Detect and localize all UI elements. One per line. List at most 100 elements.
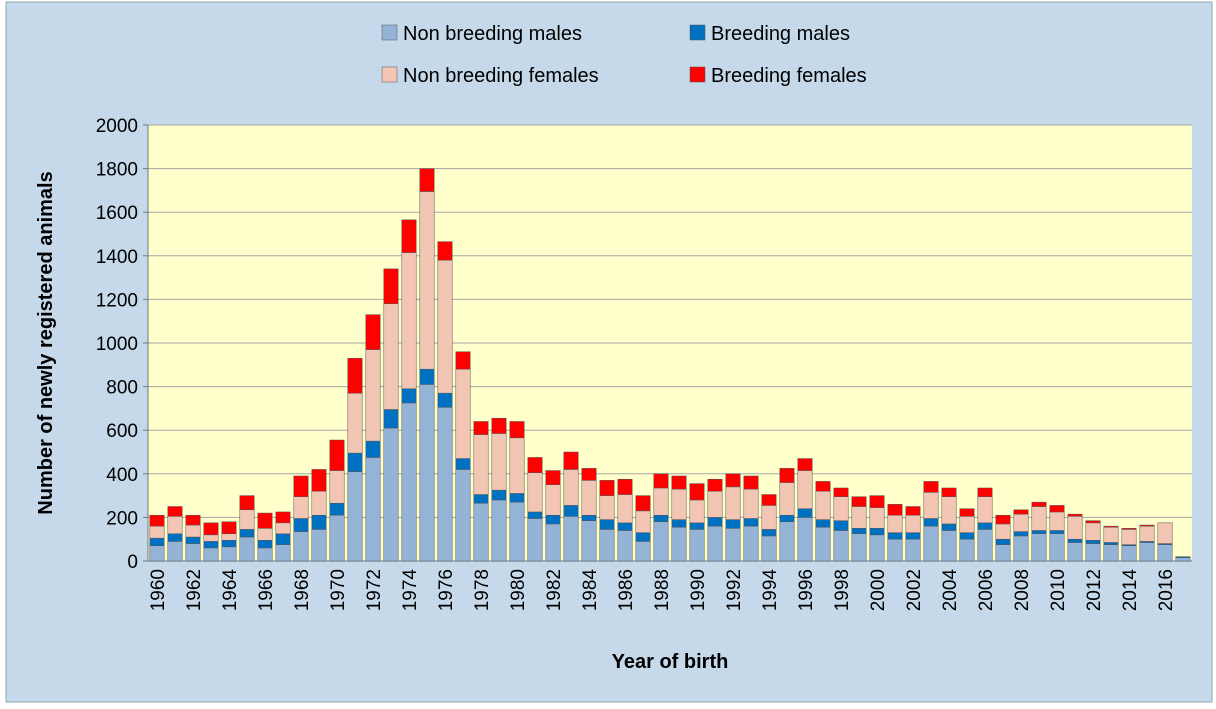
bar-segment <box>203 534 219 542</box>
bar-segment <box>725 519 741 529</box>
bar-segment <box>347 358 363 394</box>
bar-segment <box>509 421 525 439</box>
x-tick-label: 1966 <box>256 569 277 611</box>
bar-segment <box>617 530 633 562</box>
bar-segment <box>365 440 381 458</box>
bar-segment <box>167 541 183 562</box>
legend-label: Breeding females <box>711 65 867 87</box>
bar-segment <box>995 538 1011 545</box>
bar-segment <box>977 487 993 497</box>
x-tick-label: 2004 <box>940 569 961 612</box>
bar-segment <box>1013 513 1029 532</box>
bar-segment <box>329 439 345 471</box>
bar-segment <box>239 529 255 538</box>
bar-segment <box>347 471 363 562</box>
bar-segment <box>779 482 795 516</box>
bar-segment <box>401 252 417 390</box>
bar-segment <box>1121 529 1137 545</box>
bar-segment <box>1085 522 1101 541</box>
bar-segment <box>599 529 615 562</box>
bar-segment <box>167 506 183 517</box>
bar-segment <box>581 514 597 521</box>
x-tick-label: 1980 <box>508 569 529 611</box>
bar-segment <box>905 506 921 516</box>
bar-segment <box>1031 506 1047 531</box>
bar-segment <box>365 349 381 442</box>
y-tick-label: 200 <box>106 508 138 529</box>
x-tick-label: 2008 <box>1012 569 1033 611</box>
bar-segment <box>149 525 165 539</box>
x-axis-label: Year of birth <box>612 651 729 673</box>
bar-segment <box>833 530 849 562</box>
bar-segment <box>257 540 273 549</box>
bar-segment <box>689 483 705 501</box>
bar-segment <box>653 473 669 489</box>
bar-segment <box>779 514 795 523</box>
bar-segment <box>581 468 597 481</box>
bar-segment <box>1067 516 1083 540</box>
bar-segment <box>761 529 777 537</box>
legend-label: Breeding males <box>711 23 850 45</box>
bar-segment <box>887 514 903 533</box>
bar-segment <box>455 469 471 562</box>
bar-segment <box>275 511 291 524</box>
bar-segment <box>509 493 525 503</box>
bar-segment <box>473 421 489 435</box>
x-tick-label: 2012 <box>1084 569 1105 611</box>
bar-segment <box>941 530 957 562</box>
bar-segment <box>743 488 759 519</box>
bar-segment <box>977 496 993 524</box>
x-tick-label: 1998 <box>832 569 853 611</box>
bar-segment <box>311 469 327 492</box>
bar-segment <box>869 534 885 562</box>
bar-segment <box>833 520 849 531</box>
y-tick-label: 2000 <box>96 116 138 137</box>
bar-segment <box>995 544 1011 562</box>
x-tick-label: 1976 <box>436 569 457 611</box>
bar-segment <box>257 547 273 562</box>
bar-segment <box>203 541 219 549</box>
bar-segment <box>185 524 201 538</box>
bar-segment <box>923 492 939 519</box>
bar-segment <box>1049 511 1065 531</box>
x-tick-label: 2014 <box>1120 569 1141 612</box>
bar-segment <box>941 487 957 497</box>
bar-segment <box>1049 533 1065 562</box>
bar-segment <box>311 529 327 562</box>
bar-segment <box>383 268 399 305</box>
bar-segment <box>887 538 903 562</box>
bar-segment <box>257 528 273 541</box>
bar-segment <box>923 481 939 493</box>
bar-segment <box>419 384 435 562</box>
bar-segment <box>725 528 741 562</box>
bar-segment <box>149 514 165 527</box>
bar-segment <box>473 502 489 562</box>
bar-segment <box>869 507 885 529</box>
bar-segment <box>347 392 363 454</box>
y-tick-label: 1800 <box>96 160 138 181</box>
bar-segment <box>149 537 165 546</box>
x-tick-label: 1982 <box>544 569 565 611</box>
bar-segment <box>437 392 453 408</box>
bar-segment <box>275 522 291 534</box>
bar-segment <box>293 518 309 532</box>
bar-segment <box>419 168 435 192</box>
bar-segment <box>617 479 633 495</box>
bar-segment <box>545 523 561 562</box>
bar-segment <box>221 546 237 562</box>
bar-segment <box>1031 533 1047 562</box>
x-tick-label: 1978 <box>472 569 493 611</box>
legend-swatch <box>689 66 706 83</box>
bar-segment <box>203 522 219 536</box>
bar-segment <box>311 514 327 530</box>
bar-segment <box>815 481 831 492</box>
bar-segment <box>1121 528 1137 530</box>
bar-segment <box>887 504 903 516</box>
bar-segment <box>1085 540 1101 544</box>
bar-segment <box>959 532 975 540</box>
bar-segment <box>869 528 885 536</box>
bar-segment <box>725 486 741 520</box>
x-tick-label: 2010 <box>1048 569 1069 611</box>
bar-segment <box>419 191 435 370</box>
bar-segment <box>905 514 921 533</box>
